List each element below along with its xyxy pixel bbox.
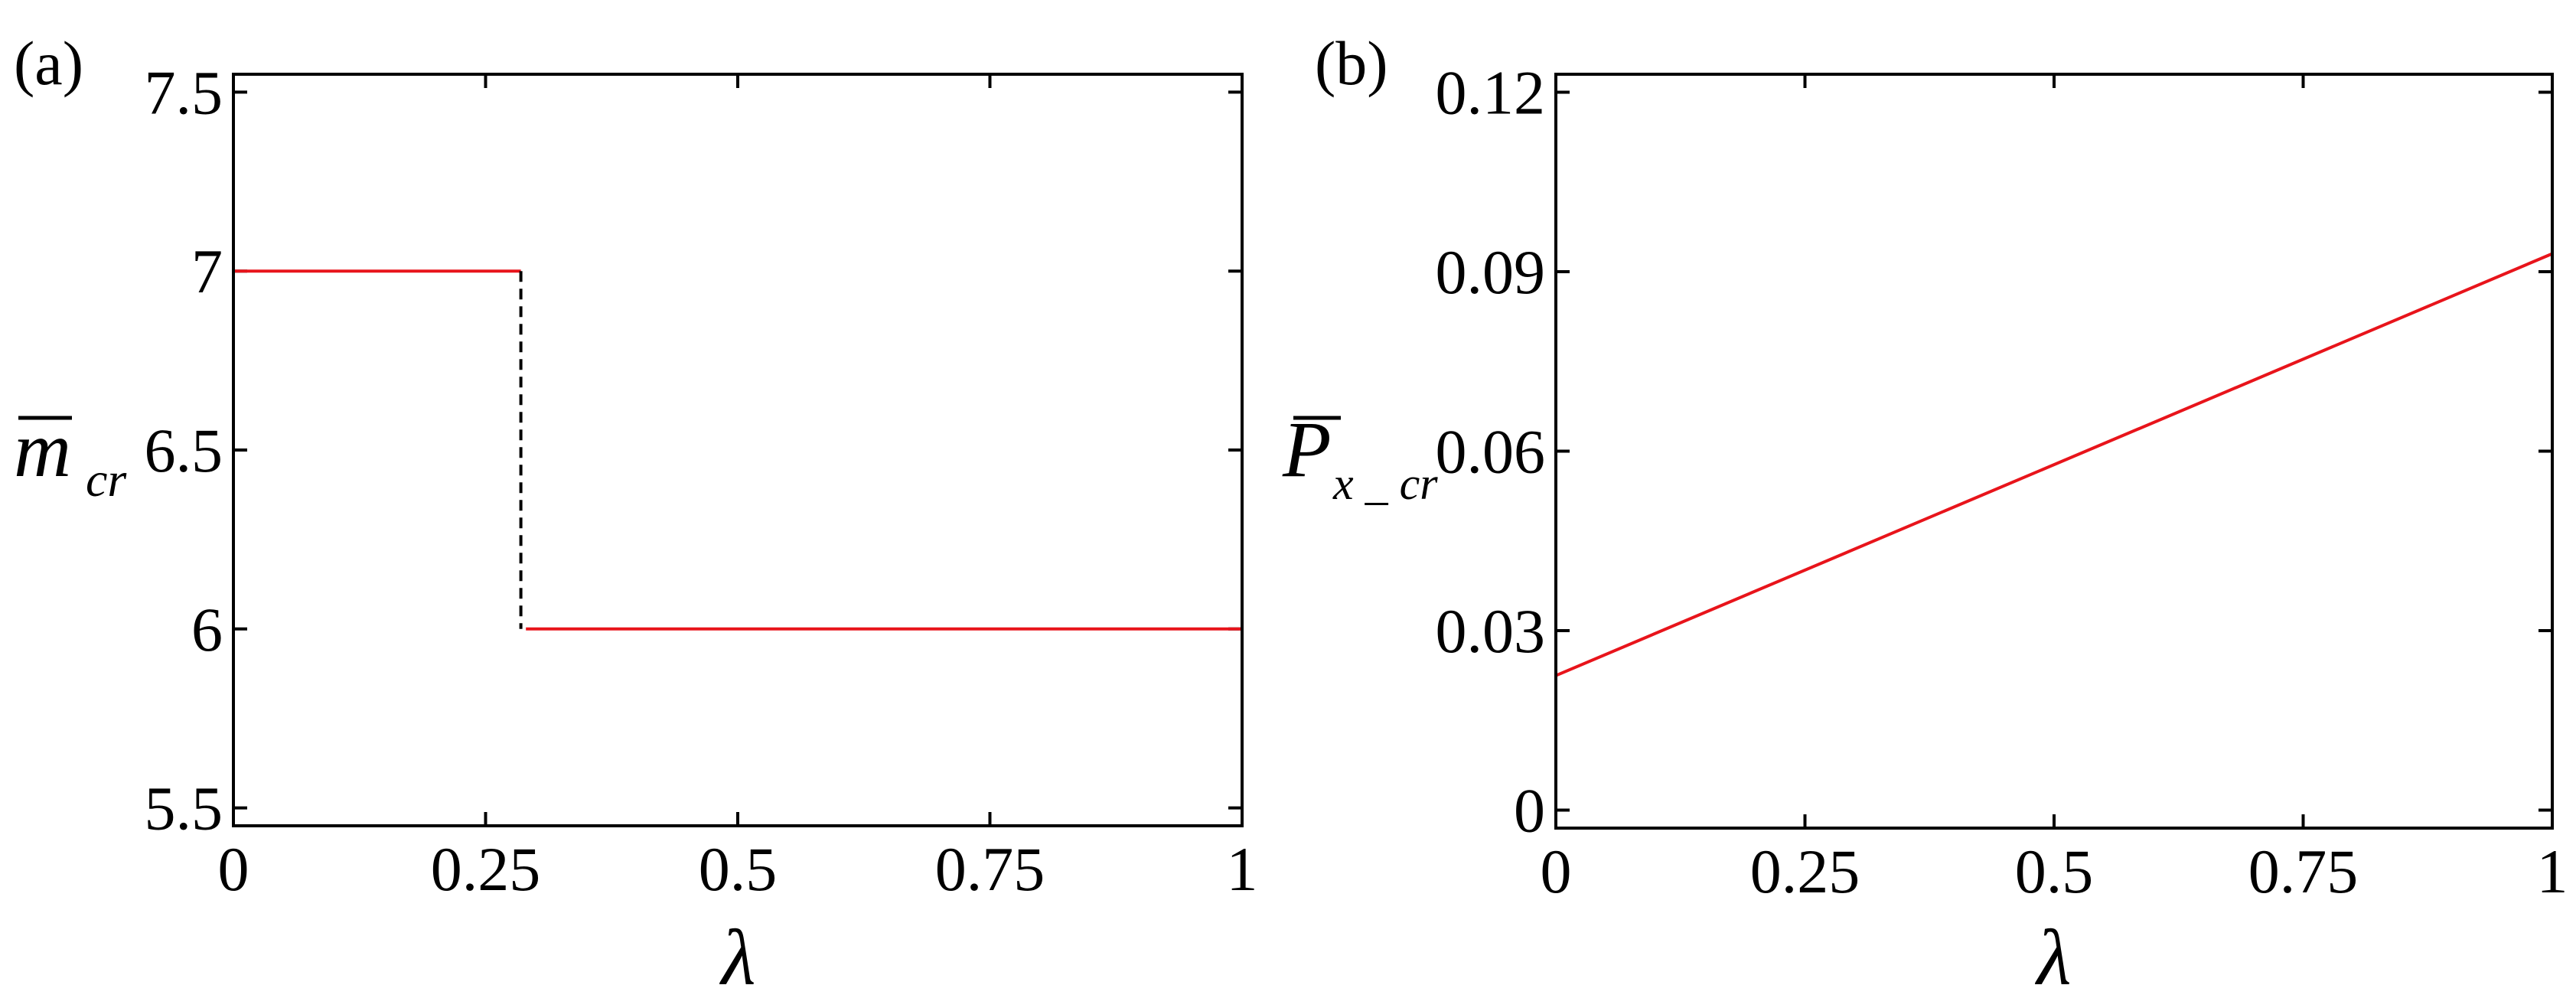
panel-a-chart: (a) m cr λ 0 0.25 0.5 0.75 1 5.5 6 6.5 7 7.5 [14, 28, 1258, 998]
y-axis-label-b: P x _ cr [1282, 406, 1438, 509]
y-tick-label-b: 0.06 [1436, 417, 1546, 487]
y-label-base-b: P [1282, 406, 1332, 494]
y-label-base-a: m [14, 406, 71, 494]
plot-area-a: 0 0.25 0.5 0.75 1 5.5 6 6.5 7 7.5 [145, 57, 1258, 904]
x-tick-label-b: 1 [2537, 837, 2568, 906]
y-tick-label-a: 7 [191, 236, 223, 306]
x-tick-label-b: 0.5 [2015, 837, 2094, 906]
y-label-subscript-a: cr [86, 452, 127, 507]
y-tick-label-b: 0.09 [1436, 237, 1546, 307]
x-tick-label-a: 0.75 [935, 834, 1045, 904]
panel-b-chart: (b) P x _ cr λ 0 0.25 0.5 0.75 1 0 0.03 0.06 0.0… [1282, 28, 2568, 998]
plot-frame-b [1554, 73, 2554, 830]
x-tick-label-a: 1 [1227, 834, 1258, 904]
x-tick-label-b: 0.25 [1750, 837, 1860, 906]
x-axis-label-a: λ [719, 914, 755, 998]
y-tick-label-b: 0 [1514, 776, 1545, 846]
y-tick-label-b: 0.12 [1436, 57, 1546, 127]
y-label-subscript-b: x _ cr [1332, 458, 1438, 509]
y-tick-label-a: 6 [191, 595, 223, 664]
y-tick-label-a: 6.5 [145, 416, 223, 485]
x-tick-label-b: 0.75 [2248, 837, 2359, 906]
x-tick-label-a: 0.5 [699, 834, 778, 904]
y-tick-label-a: 5.5 [145, 774, 223, 843]
panel-label-b: (b) [1315, 28, 1388, 98]
x-tick-label-a: 0.25 [431, 834, 541, 904]
plot-frame-a [232, 73, 1244, 827]
y-tick-label-b: 0.03 [1436, 596, 1546, 666]
x-axis-label-b: λ [2034, 914, 2071, 998]
series-line-b-0 [1555, 252, 2553, 677]
panel-label-a: (a) [14, 28, 83, 98]
x-tick-label-a: 0 [218, 834, 249, 904]
plot-area-b: 0 0.25 0.5 0.75 1 0 0.03 0.06 0.09 0.12 [1436, 57, 2568, 906]
y-axis-label-a: m cr [14, 406, 127, 507]
x-tick-label-b: 0 [1541, 837, 1572, 906]
y-tick-label-a: 7.5 [145, 57, 223, 127]
